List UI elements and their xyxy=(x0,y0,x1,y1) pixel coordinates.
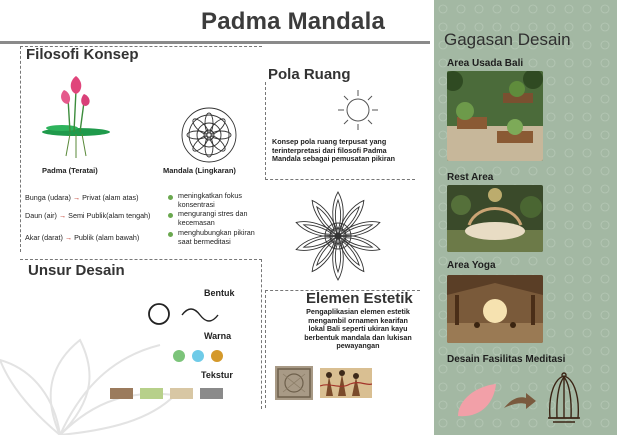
wayang-painting-image xyxy=(319,368,373,398)
item-label-usada: Area Usada Bali xyxy=(447,58,524,69)
mapping-row: Bunga (udara) → Privat (alam atas) xyxy=(25,193,139,202)
gagasan-panel: Gagasan Desain Area Usada Bali Rest Area xyxy=(434,0,617,435)
page-title: Padma Mandala xyxy=(201,8,385,35)
tekstur-swatch-sand xyxy=(170,388,193,399)
bullet-icon xyxy=(168,195,173,200)
mandala-label: Mandala (Lingkaran) xyxy=(163,166,236,175)
elemen-estetik-description: Pengaplikasian elemen estetik mengambil … xyxy=(304,307,412,351)
mapping-row: Daun (air) → Semi Publik(alam tengah) xyxy=(25,211,151,220)
item-label-rest: Rest Area xyxy=(447,172,494,183)
warna-swatch-green xyxy=(173,350,185,362)
mandala-icon xyxy=(181,107,237,163)
unsur-desain-frame xyxy=(20,259,262,409)
pola-ruang-frame xyxy=(265,82,415,180)
usada-bali-photo xyxy=(447,71,543,161)
yoga-area-photo xyxy=(447,275,543,343)
unsur-desain-heading: Unsur Desain xyxy=(28,262,125,279)
lotus-petal-icon xyxy=(458,384,496,417)
title-bar: Padma Mandala xyxy=(0,8,430,44)
elemen-estetik-frame xyxy=(265,290,420,408)
title-rule xyxy=(0,41,430,44)
tekstur-swatch-stone xyxy=(200,388,223,399)
warna-swatch-gold xyxy=(211,350,223,362)
filosofi-heading: Filosofi Konsep xyxy=(26,46,139,63)
bentuk-shapes-icon xyxy=(148,303,219,325)
benefit-item: meningkatkan fokus konsentrasi xyxy=(178,191,242,209)
gagasan-title: Gagasan Desain xyxy=(444,30,571,49)
item-label-yoga: Area Yoga xyxy=(447,260,496,271)
tekstur-label: Tekstur xyxy=(201,370,233,380)
benefit-item: menghubungkan pikiran saat bermeditasi xyxy=(178,228,255,246)
item-label-meditasi: Desain Fasilitas Meditasi xyxy=(447,354,566,365)
filosofi-frame xyxy=(20,46,262,252)
padma-label: Padma (Teratai) xyxy=(42,166,98,175)
bullet-icon xyxy=(168,232,173,237)
elemen-estetik-heading: Elemen Estetik xyxy=(306,290,413,307)
bullet-icon xyxy=(168,213,173,218)
benefit-item: mengurangi stres dan kecemasan xyxy=(178,209,248,227)
transform-arrow-icon xyxy=(504,393,536,409)
pola-ruang-description: Konsep pola ruang terpusat yang terinter… xyxy=(272,137,396,164)
wood-carving-image xyxy=(275,366,313,400)
meditation-pod-icon xyxy=(548,372,580,423)
mapping-row: Akar (darat) → Publik (alam bawah) xyxy=(25,233,140,242)
tekstur-swatch-wood xyxy=(110,388,133,399)
centered-sun-icon xyxy=(338,90,378,130)
tekstur-swatch-leaf xyxy=(140,388,163,399)
mandala-flower-icon xyxy=(294,191,382,281)
bentuk-label: Bentuk xyxy=(204,288,235,298)
warna-label: Warna xyxy=(204,331,232,341)
pola-ruang-heading: Pola Ruang xyxy=(268,66,351,83)
warna-swatch-blue xyxy=(192,350,204,362)
lotus-flower-icon xyxy=(42,76,110,158)
rest-area-photo xyxy=(447,185,543,252)
